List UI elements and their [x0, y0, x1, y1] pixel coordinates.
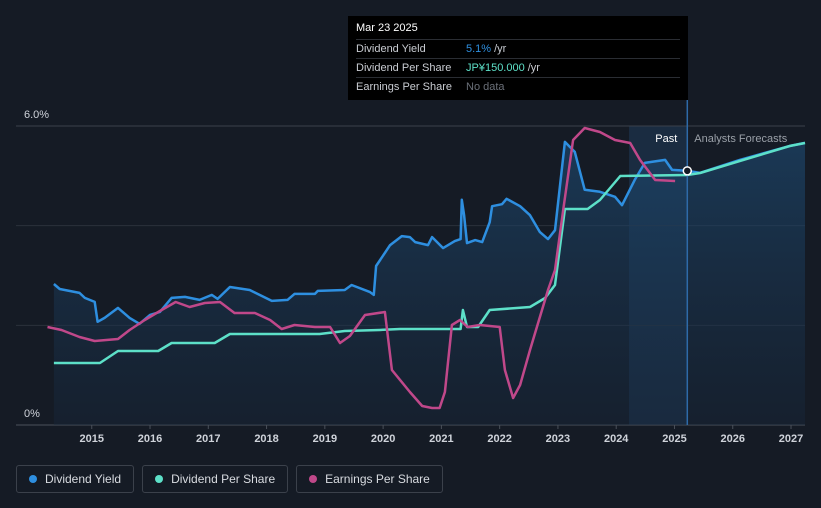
tooltip-row: Dividend Per Share JP¥150.000/yr: [356, 58, 680, 77]
y-tick-label: 6.0%: [24, 109, 49, 121]
legend-label: Earnings Per Share: [325, 472, 430, 486]
tooltip-unit: /yr: [527, 62, 540, 74]
legend: Dividend Yield Dividend Per Share Earnings…: [16, 465, 443, 493]
forecast-label: Analysts Forecasts: [694, 133, 787, 145]
legend-label: Dividend Yield: [45, 472, 122, 486]
x-tick-label: 2016: [138, 433, 162, 445]
tooltip-label: Dividend Yield: [356, 43, 426, 55]
x-tick-label: 2027: [779, 433, 803, 445]
x-tick-label: 2025: [662, 433, 686, 445]
now-marker: [682, 166, 693, 176]
tooltip-label: Earnings Per Share: [356, 81, 452, 93]
x-tick-label: 2021: [429, 433, 453, 445]
past-label: Past: [655, 133, 677, 145]
x-tick-label: 2026: [721, 433, 745, 445]
x-tick-label: 2020: [371, 433, 395, 445]
legend-item[interactable]: Earnings Per Share: [296, 465, 443, 493]
tooltip: Mar 23 2025 Dividend Yield 5.1%/yr Dividen…: [348, 16, 688, 100]
x-tick-label: 2023: [546, 433, 570, 445]
x-tick-label: 2022: [487, 433, 511, 445]
x-tick-label: 2015: [80, 433, 104, 445]
series-line: [47, 126, 676, 410]
yield-area: [53, 141, 805, 425]
x-tick-label: 2024: [604, 433, 629, 445]
tooltip-value: 5.1%: [466, 43, 492, 55]
x-tick-label: 2017: [196, 433, 220, 445]
tooltip-row: Earnings Per Share No data: [356, 77, 680, 96]
y-tick-label: 0%: [24, 408, 40, 420]
tooltip-value: JP¥150.000: [466, 62, 525, 74]
tooltip-rows: Dividend Yield 5.1%/yr Dividend Per Share J…: [356, 39, 680, 96]
tooltip-row: Dividend Yield 5.1%/yr: [356, 39, 680, 58]
tooltip-value: No data: [466, 81, 505, 93]
tooltip-unit: /yr: [494, 43, 507, 55]
legend-dot: [155, 475, 164, 483]
chart: 0% 6.0% 2015 2016 2017 2018 2019 2020 2021 2022 20…: [16, 100, 806, 445]
x-tick-label: 2018: [254, 433, 278, 445]
tooltip-date: Mar 23 2025: [356, 22, 418, 34]
legend-dot: [29, 475, 37, 483]
legend-label: Dividend Per Share: [171, 472, 276, 486]
legend-dot: [309, 475, 318, 483]
legend-item[interactable]: Dividend Yield: [16, 465, 135, 493]
x-tick-label: 2019: [313, 433, 337, 445]
legend-item[interactable]: Dividend Per Share: [142, 465, 289, 493]
tooltip-label: Dividend Per Share: [356, 62, 452, 74]
